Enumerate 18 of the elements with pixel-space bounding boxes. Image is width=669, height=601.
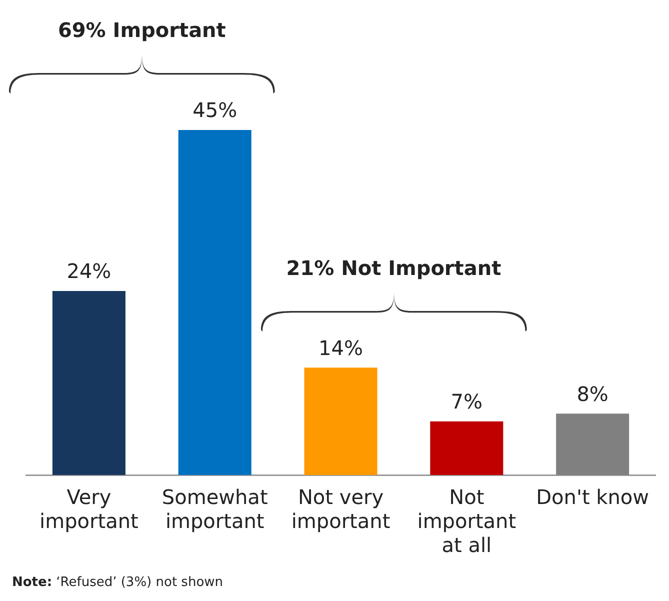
- x-tick-label: Somewhat important: [162, 485, 268, 534]
- text: 69% Important: [58, 18, 226, 42]
- data-label: 24%: [66, 259, 112, 284]
- bar: [304, 368, 378, 475]
- data-label: 7%: [450, 390, 483, 414]
- data-label: 8%: [576, 382, 608, 406]
- bar: [556, 414, 630, 475]
- text: Note: ‘Refused’ (3%) not shown: [12, 574, 224, 590]
- bar: [52, 291, 126, 475]
- x-tick-label: Not important at all: [417, 485, 516, 558]
- data-label: 45%: [192, 98, 238, 122]
- annotation: 21% Not Important: [286, 256, 502, 280]
- data-label: 14%: [318, 336, 363, 360]
- x-tick-label: Very important: [40, 485, 139, 534]
- x-tick-label: Not very important: [291, 485, 390, 534]
- x-tick-label: Don't know: [536, 485, 650, 510]
- bar: [430, 421, 504, 475]
- bar: [178, 130, 252, 475]
